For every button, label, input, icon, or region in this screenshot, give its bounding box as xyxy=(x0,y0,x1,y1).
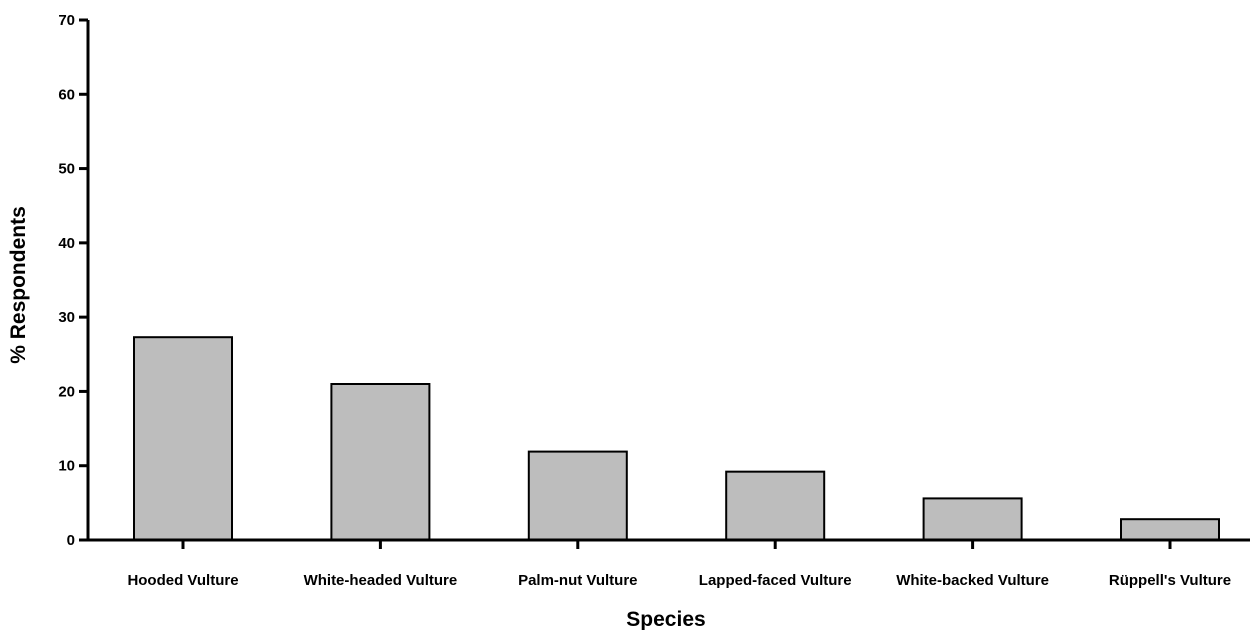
bar xyxy=(331,384,429,540)
y-tick-label: 60 xyxy=(58,86,75,103)
x-tick-label: White-backed Vulture xyxy=(896,572,1049,589)
bar xyxy=(924,498,1022,540)
y-axis-title: % Respondents xyxy=(7,206,30,364)
bar xyxy=(1121,519,1219,540)
x-ticks: Hooded Vulture White-headed Vulture Palm-n… xyxy=(127,540,1231,589)
y-tick-label: 50 xyxy=(58,161,75,178)
x-axis-title: Species xyxy=(626,608,705,630)
x-tick-label: Hooded Vulture xyxy=(127,572,238,589)
x-tick-label: Rüppell's Vulture xyxy=(1109,572,1231,589)
x-tick-label: Lapped-faced Vulture xyxy=(699,572,852,589)
bar xyxy=(726,472,824,540)
bars-layer xyxy=(134,337,1219,540)
y-ticks: 0 10 20 30 40 50 60 70 xyxy=(58,12,88,549)
y-tick-label: 20 xyxy=(58,383,75,400)
y-tick-label: 10 xyxy=(58,458,75,475)
y-tick-label: 70 xyxy=(58,12,75,29)
axes-layer xyxy=(87,20,1251,542)
y-tick-label: 30 xyxy=(58,309,75,326)
x-tick-label: White-headed Vulture xyxy=(304,572,458,589)
bar xyxy=(529,452,627,540)
y-tick-label: 40 xyxy=(58,235,75,252)
x-tick-label: Palm-nut Vulture xyxy=(518,572,637,589)
bar xyxy=(134,337,232,540)
y-tick-label: 0 xyxy=(67,532,75,549)
